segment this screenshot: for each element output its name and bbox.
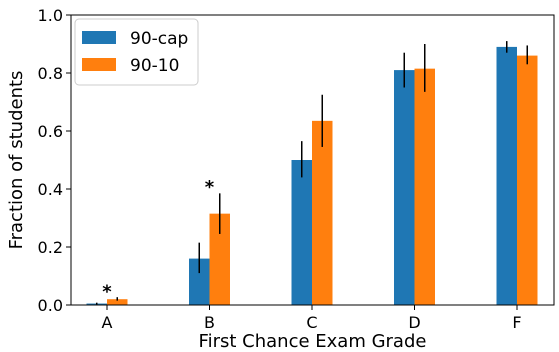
bars-layer (86, 46, 538, 306)
x-axis-label: First Chance Exam Grade (199, 331, 427, 352)
bar-90-cap-C (291, 160, 312, 305)
x-tick-label-A: A (102, 313, 113, 332)
x-tick-label-D: D (408, 313, 420, 332)
y-tick-label-0.0: 0.0 (38, 296, 63, 315)
annotations-layer: ** (102, 177, 215, 302)
y-axis-label: Fraction of students (6, 71, 27, 250)
y-tick-label-0.8: 0.8 (38, 64, 63, 83)
significance-marker-A: * (102, 282, 112, 303)
legend-label-90-cap: 90-cap (130, 29, 188, 49)
bar-90-cap-B (189, 258, 210, 305)
bar-90-10-D (414, 68, 435, 306)
x-tick-label-C: C (306, 313, 317, 332)
y-axis-ticks: 0.0 0.2 0.4 0.6 0.8 1.0 (38, 6, 71, 315)
legend-label-90-10: 90-10 (130, 56, 179, 76)
y-tick-label-0.2: 0.2 (38, 238, 63, 257)
bar-90-10-A (107, 299, 128, 305)
bar-90-10-C (312, 120, 333, 305)
y-tick-label-0.6: 0.6 (38, 122, 63, 141)
legend-swatch-90-10 (82, 58, 116, 71)
bar-90-10-B (209, 213, 230, 305)
x-tick-label-F: F (512, 313, 521, 332)
significance-marker-B: * (205, 177, 215, 198)
legend: 90-cap 90-10 (74, 18, 199, 86)
legend-swatch-90-cap (82, 31, 116, 44)
error-bars-layer (96, 41, 528, 305)
x-tick-label-B: B (204, 313, 215, 332)
bar-90-cap-F (496, 46, 517, 306)
y-tick-label-0.4: 0.4 (38, 180, 63, 199)
bar-90-cap-D (394, 70, 415, 305)
y-tick-label-1.0: 1.0 (38, 6, 63, 25)
bar-90-10-F (517, 55, 538, 305)
